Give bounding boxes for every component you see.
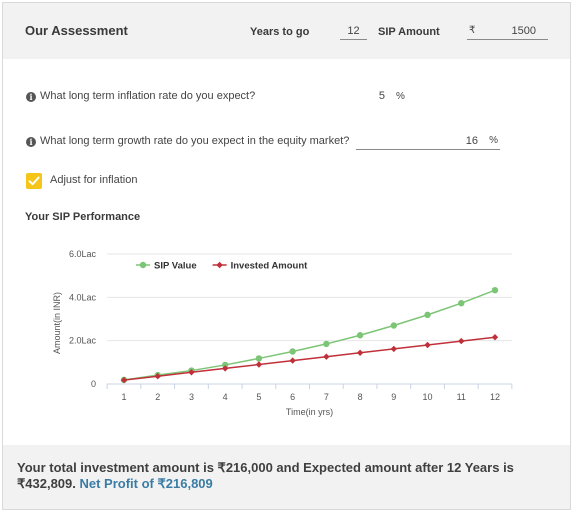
x-tick-label: 1 <box>121 392 126 402</box>
growth-question-text: What long term growth rate do you expect… <box>40 135 350 147</box>
years-to-go-label: Years to go <box>250 26 310 38</box>
x-tick-label: 11 <box>457 392 466 402</box>
rupee-icon: ₹ <box>469 25 476 36</box>
legend-invested-amount-marker <box>216 261 223 269</box>
assessment-title: Our Assessment <box>25 23 128 38</box>
sip-value-point <box>356 332 364 339</box>
y-tick-label: 0 <box>91 379 96 389</box>
invested-amount-point <box>255 361 263 368</box>
y-tick-label: 6.0Lac <box>69 249 97 259</box>
x-tick-label: 12 <box>490 392 500 402</box>
invested-amount-point <box>221 365 229 372</box>
adjust-inflation-checkbox[interactable] <box>26 173 42 189</box>
x-tick-label: 5 <box>256 392 261 402</box>
legend-sip-value-label: SIP Value <box>154 261 197 272</box>
growth-question: i What long term growth rate do you expec… <box>26 135 349 147</box>
invested-amount-line <box>123 336 496 381</box>
invested-amount-point <box>491 334 499 341</box>
x-tick-label: 4 <box>223 392 228 402</box>
sip-value-point <box>458 299 465 307</box>
sip-value-point <box>424 311 431 319</box>
sip-amount-input[interactable]: ₹ 1500 <box>467 23 548 40</box>
sip-performance-title: Your SIP Performance <box>25 211 141 223</box>
sip-value-point <box>289 348 296 355</box>
summary-investment-text: Your total investment amount is ₹216,000… <box>17 460 514 491</box>
growth-rate-value: 16 <box>465 135 478 147</box>
sip-value-point <box>221 361 229 369</box>
sip-value-point <box>323 340 330 348</box>
x-tick-label: 7 <box>324 392 329 402</box>
invested-amount-point <box>120 376 128 384</box>
growth-percent-unit: % <box>489 135 498 146</box>
sip-value-point <box>255 355 263 362</box>
invested-amount-point <box>289 357 296 364</box>
x-tick-label: 3 <box>189 392 194 402</box>
x-tick-label: 2 <box>155 392 160 402</box>
invested-amount-point <box>188 369 195 376</box>
sip-amount-label: SIP Amount <box>378 26 440 38</box>
inflation-rate-input[interactable]: 5 <box>378 90 385 102</box>
growth-rate-input[interactable]: 16 % <box>356 133 500 150</box>
sip-value-line <box>123 289 496 381</box>
invested-amount-point <box>424 341 431 349</box>
info-icon: i <box>26 137 36 147</box>
x-tick-label: 10 <box>423 392 433 402</box>
sip-amount-value: 1500 <box>511 25 536 37</box>
x-tick-label: 8 <box>358 392 363 402</box>
y-tick-label: 4.0Lac <box>69 292 97 302</box>
invested-amount-point <box>154 373 161 380</box>
sip-value-point <box>491 286 499 294</box>
x-axis-title: Time(in yrs) <box>286 407 333 417</box>
invested-amount-point <box>390 345 398 353</box>
summary-footer: Your total investment amount is ₹216,000… <box>3 445 570 509</box>
y-tick-label: 2.0Lac <box>69 336 97 346</box>
inflation-percent-unit: % <box>396 91 405 102</box>
info-icon: i <box>26 92 36 102</box>
y-axis-title: Amount(in INR) <box>52 292 62 354</box>
x-tick-label: 6 <box>290 392 295 402</box>
invested-amount-point <box>458 337 465 345</box>
net-profit-text: Net Profit of ₹216,809 <box>79 476 213 491</box>
summary-text: Your total investment amount is ₹216,000… <box>17 460 557 492</box>
invested-amount-point <box>356 349 364 356</box>
x-tick-label: 9 <box>391 392 396 402</box>
legend-sip-value-marker <box>139 261 147 269</box>
sip-value-point <box>390 322 398 329</box>
inflation-question: i What long term inflation rate do you ex… <box>26 90 255 102</box>
invested-amount-point <box>323 353 330 360</box>
adjust-inflation-label: Adjust for inflation <box>50 174 138 186</box>
assessment-header: Our Assessment Years to go 12 SIP Amount… <box>3 3 570 59</box>
legend-invested-amount-label: Invested Amount <box>231 261 309 272</box>
years-to-go-input[interactable]: 12 <box>340 23 367 40</box>
checkmark-icon <box>28 176 40 186</box>
inflation-question-text: What long term inflation rate do you exp… <box>40 90 256 102</box>
